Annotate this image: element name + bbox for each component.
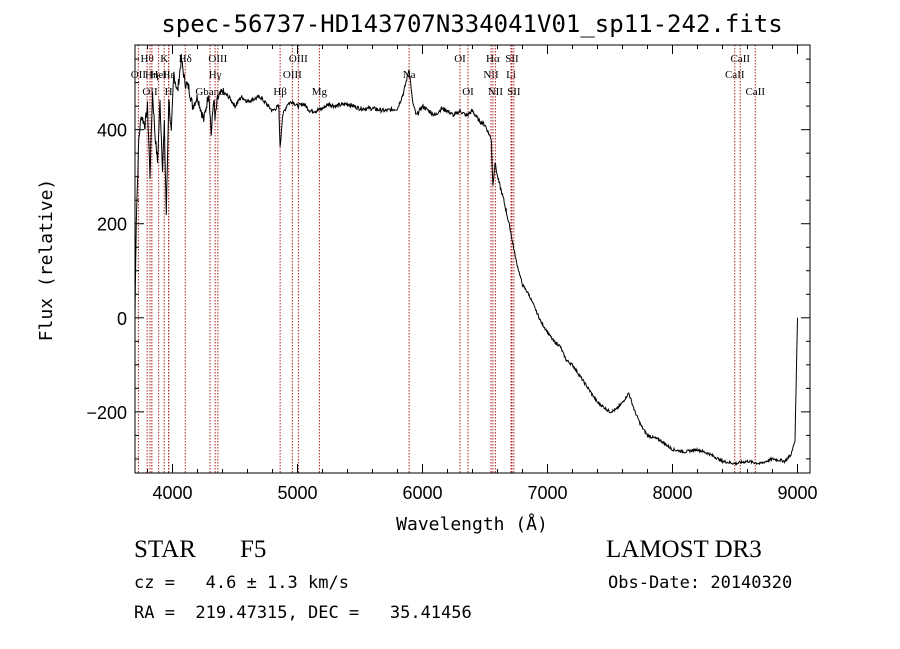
series-layer	[134, 53, 798, 466]
marker-label: Hθ	[141, 53, 154, 65]
marker-label: NII	[488, 86, 504, 98]
axis-ticks: 4000 5000 6000 7000 8000 9000 −200 0 200 400	[86, 45, 818, 503]
coordinates-readout: RA = 219.47315, DEC = 35.41456	[134, 603, 472, 623]
marker-label: Hη	[145, 69, 159, 81]
marker-label: SII	[505, 53, 519, 65]
object-subclass: F5	[240, 536, 267, 563]
x-axis-label: Wavelength (Å)	[396, 513, 548, 535]
marker-label: OIII	[208, 53, 227, 65]
marker-label: OI	[454, 53, 466, 65]
spectrum-line	[134, 53, 798, 466]
redshift-readout: cz = 4.6 ± 1.3 km/s	[134, 573, 349, 593]
observation-date: Obs-Date: 20140320	[608, 573, 793, 593]
marker-label: OII	[131, 69, 147, 81]
y-tick-label: 0	[117, 309, 127, 329]
marker-label: Mg	[312, 86, 328, 98]
marker-label: Gband	[195, 86, 225, 98]
marker-label: Hγ	[209, 69, 222, 81]
marker-label: K	[160, 53, 168, 65]
marker-label: OIII	[283, 69, 302, 81]
x-tick-label: 7000	[527, 483, 567, 503]
marker-label: OIII	[289, 53, 308, 65]
y-tick-label: 200	[97, 215, 127, 235]
x-tick-label: 6000	[402, 483, 442, 503]
marker-label: CaII	[725, 69, 745, 81]
y-tick-label: −200	[86, 403, 127, 423]
x-tick-label: 4000	[152, 483, 192, 503]
line-markers: OIIHθOIIHηHeIKHHεHδGbandHγOIIIHβOIIIOIII…	[131, 45, 765, 473]
y-tick-label: 400	[97, 121, 127, 141]
marker-label: CaII	[730, 53, 750, 65]
x-tick-label: 5000	[277, 483, 317, 503]
marker-label: OI	[462, 86, 474, 98]
marker-label: Li	[506, 69, 516, 81]
survey-name: LAMOST DR3	[606, 536, 762, 563]
marker-label: Hε	[162, 69, 175, 81]
marker-label: OII	[142, 86, 158, 98]
marker-label: CaII	[745, 86, 765, 98]
marker-label: HeI	[150, 69, 167, 81]
y-axis-label: Flux (relative)	[36, 179, 57, 342]
marker-label: Hα	[486, 53, 500, 65]
plot-frame	[134, 44, 811, 474]
object-class: STAR	[134, 536, 196, 563]
marker-label: NII	[483, 69, 499, 81]
marker-label: SII	[507, 86, 521, 98]
marker-label: Hβ	[273, 86, 287, 98]
chart-title: spec-56737-HD143707N334041V01_sp11-242.f…	[161, 10, 782, 38]
x-tick-label: 9000	[777, 483, 817, 503]
x-tick-label: 8000	[652, 483, 692, 503]
marker-label: H	[165, 86, 173, 98]
